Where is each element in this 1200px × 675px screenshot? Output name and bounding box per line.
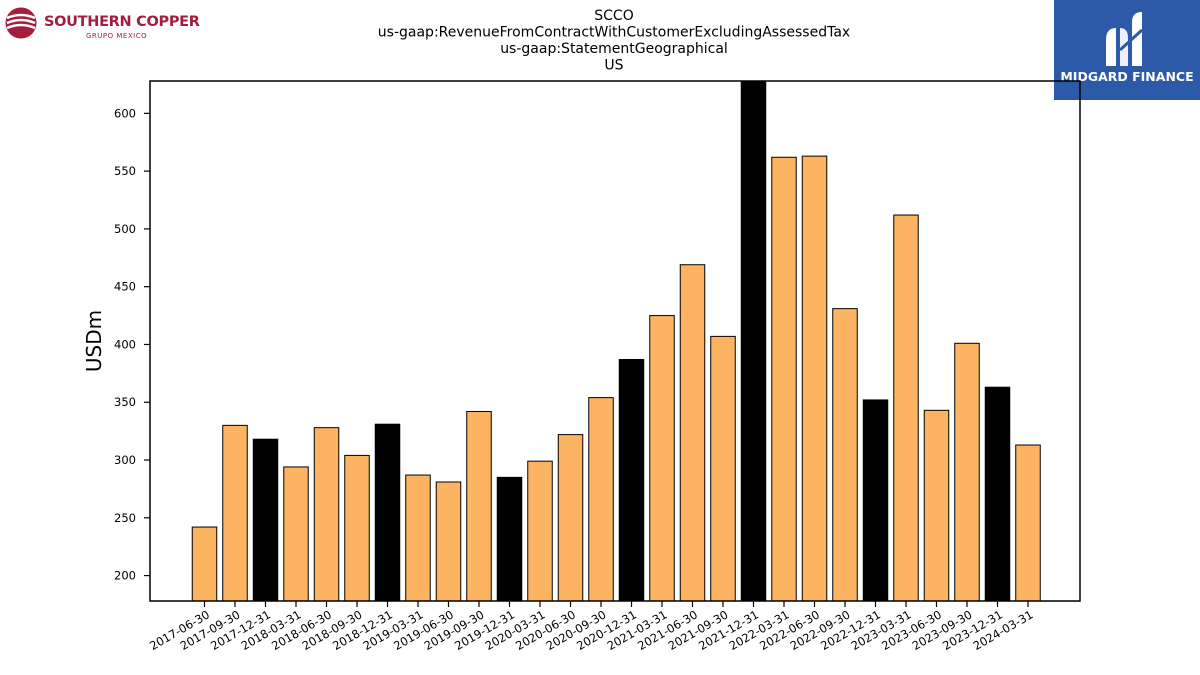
y-tick-label-500: 500 xyxy=(114,222,136,236)
chart-title-line-3: US xyxy=(604,58,623,74)
bar-2019-03-31 xyxy=(405,474,431,601)
y-tick-label-600: 600 xyxy=(114,106,136,120)
y-tick-label-450: 450 xyxy=(114,280,136,294)
chart-title-line-2: us-gaap:StatementGeographical xyxy=(500,41,728,57)
bar-2017-12-31 xyxy=(252,438,279,601)
chart-title-line-0: SCCO xyxy=(594,8,633,24)
bar-2018-12-31 xyxy=(374,423,401,601)
bar-2022-03-31 xyxy=(771,156,797,601)
southern-copper-logo-icon xyxy=(5,7,37,39)
y-axis: 200 250 300 350 400 450 500 550 600 xyxy=(114,106,150,583)
y-tick-label-200: 200 xyxy=(114,569,136,583)
bar-2023-12-31 xyxy=(984,386,1011,601)
midgard-finance-logo: MIDGARD FINANCE xyxy=(1054,0,1200,100)
bar-2018-06-30 xyxy=(313,427,340,601)
bar-2023-06-30 xyxy=(923,409,950,601)
bar-2024-03-31 xyxy=(1015,444,1041,601)
bar-2017-06-30 xyxy=(191,526,218,601)
bar-2020-06-30 xyxy=(557,434,584,601)
bar-2022-12-31 xyxy=(862,399,889,601)
midgard-finance-logo-icon xyxy=(1106,12,1144,66)
plot-frame xyxy=(149,80,1081,602)
southern-copper-logo: SOUTHERN COPPER GRUPO MEXICO xyxy=(4,4,200,44)
bar-2023-03-31 xyxy=(893,214,919,601)
bars xyxy=(191,81,1041,601)
bar-2019-06-30 xyxy=(435,481,462,601)
y-axis-label: USDm xyxy=(82,310,106,372)
chart-title: SCCOus-gaap:RevenueFromContractWithCusto… xyxy=(378,8,850,74)
bar-2020-03-31 xyxy=(527,460,553,601)
bar-2021-09-30 xyxy=(710,335,736,601)
bar-2020-12-31 xyxy=(618,358,645,601)
bar-2017-09-30 xyxy=(222,424,248,601)
bar-2021-06-30 xyxy=(679,264,706,601)
bar-2019-12-31 xyxy=(496,476,523,601)
y-tick-label-350: 350 xyxy=(114,395,136,409)
bar-2022-09-30 xyxy=(832,308,858,601)
bar-2018-09-30 xyxy=(344,454,370,601)
bar-2023-09-30 xyxy=(954,342,980,601)
bar-2021-03-31 xyxy=(649,315,675,601)
x-axis: 2017-06-302017-09-302017-12-312018-03-31… xyxy=(147,601,1036,653)
bar-2021-12-31 xyxy=(740,81,767,601)
bar-2022-06-30 xyxy=(801,155,828,601)
y-tick-label-550: 550 xyxy=(114,164,136,178)
y-tick-label-400: 400 xyxy=(114,337,136,351)
bar-2018-03-31 xyxy=(283,466,309,601)
right-logo-text: MIDGARD FINANCE xyxy=(1060,69,1194,84)
y-tick-label-300: 300 xyxy=(114,453,136,467)
bar-2019-09-30 xyxy=(466,410,492,601)
bar-2020-09-30 xyxy=(588,397,614,601)
y-tick-label-250: 250 xyxy=(114,511,136,525)
left-logo-subtext: GRUPO MEXICO xyxy=(86,32,148,40)
chart-title-line-1: us-gaap:RevenueFromContractWithCustomerE… xyxy=(378,25,850,41)
left-logo-text: SOUTHERN COPPER xyxy=(44,14,200,30)
